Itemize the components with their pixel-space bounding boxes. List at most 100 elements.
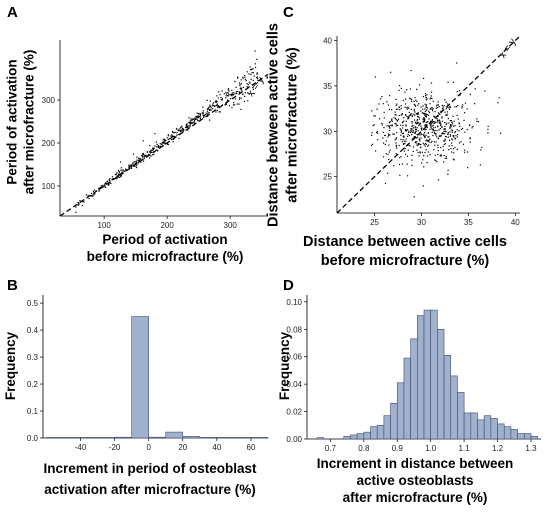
panel-c-point: [413, 196, 415, 198]
panel-c-point: [417, 144, 420, 146]
panel-a-point: [118, 176, 121, 178]
panel-c-point: [424, 108, 426, 110]
panel-c-point: [447, 81, 449, 83]
panel-a-point: [118, 170, 120, 173]
panel-c-point: [393, 117, 395, 119]
panel-c-point: [425, 116, 428, 118]
panel-a-point: [245, 79, 247, 82]
panel-c-point: [443, 140, 445, 142]
panel-a-point: [199, 116, 201, 118]
panel-a-point: [111, 176, 114, 178]
panel-a-point: [127, 168, 130, 170]
panel-a-point: [218, 111, 220, 113]
panel-a-point: [178, 134, 180, 136]
panel-c-point: [416, 123, 418, 125]
panel-a-point: [178, 128, 180, 130]
panel-c-point: [445, 123, 447, 125]
panel-c-point: [432, 124, 434, 126]
panel-c-point: [397, 118, 400, 120]
panel-c-point: [441, 120, 443, 122]
panel-c-point: [374, 76, 377, 78]
panel-c-point: [412, 138, 414, 140]
panel-a-point: [177, 130, 179, 132]
panel-c-point: [423, 134, 425, 137]
panel-c-point: [395, 123, 397, 125]
panel-d-y-tick-label: 0.06: [286, 353, 302, 362]
panel-a-point: [171, 134, 173, 136]
panel-c-point: [424, 151, 426, 154]
panel-c-point: [400, 107, 402, 110]
panel-c-point: [439, 113, 441, 115]
panel-c-point: [417, 134, 419, 136]
panel-a: A 100 200 300 100 200 300 x = y Period of activ…: [5, 4, 269, 264]
panel-a-point: [182, 130, 184, 132]
panel-c-point: [468, 124, 471, 126]
panel-a-point: [143, 157, 145, 160]
panel-c-point: [437, 101, 439, 103]
panel-c-point: [447, 136, 450, 138]
panel-c-point: [424, 110, 427, 112]
panel-a-point: [143, 154, 145, 156]
panel-b-bar: [114, 436, 132, 439]
panel-c-point: [405, 103, 407, 105]
panel-c-point: [409, 97, 411, 99]
panel-c-point: [440, 123, 442, 125]
panel-a-point: [78, 204, 80, 206]
panel-c-point: [411, 115, 413, 117]
panel-c-point: [430, 95, 432, 97]
panel-a-point: [94, 193, 96, 195]
panel-c-point: [435, 134, 437, 136]
panel-c-point: [395, 114, 397, 116]
panel-c-point: [414, 129, 417, 131]
panel-c-point: [421, 162, 423, 164]
panel-c-point: [439, 128, 441, 130]
panel-a-point: [136, 156, 138, 158]
panel-c-point: [432, 120, 434, 123]
panel-a-point: [151, 149, 153, 152]
panel-c-point: [391, 125, 393, 127]
panel-a-point: [217, 105, 219, 107]
panel-c-point: [434, 132, 436, 135]
panel-c-point: [434, 111, 436, 113]
panel-c-point: [429, 154, 431, 156]
panel-c-point: [411, 159, 413, 161]
panel-a-point: [108, 179, 110, 181]
panel-a-xlabel-line: before microfracture (%): [87, 249, 244, 264]
panel-d-bar: [510, 429, 518, 440]
panel-c-point: [398, 106, 400, 108]
panel-a-point: [241, 90, 243, 92]
panel-c-point: [404, 142, 406, 145]
panel-a-point: [179, 129, 181, 131]
panel-a-point: [193, 117, 196, 119]
panel-c-point: [404, 98, 407, 100]
panel-c-point: [444, 142, 446, 145]
panel-c-point: [469, 137, 471, 139]
panel-c-point: [381, 122, 383, 125]
panel-a-point: [160, 145, 162, 147]
panel-c-point: [420, 125, 422, 127]
panel-c-point: [421, 112, 423, 114]
panel-c-point: [429, 98, 431, 100]
panel-c-point: [466, 129, 468, 131]
panel-a-point: [120, 169, 122, 171]
panel-c-point: [442, 108, 444, 110]
panel-c-point: [456, 148, 458, 151]
panel-c-point: [451, 145, 453, 147]
panel-a-point: [90, 195, 92, 197]
panel-c-point: [421, 129, 423, 131]
panel-c-point: [423, 118, 425, 120]
panel-a-point: [140, 161, 142, 163]
panel-b-x-tick-label: -40: [75, 443, 87, 452]
panel-a-point: [104, 183, 106, 185]
panel-c-point: [399, 128, 401, 130]
panel-a-point: [132, 153, 135, 155]
panel-a-point: [209, 104, 211, 106]
panel-a-point: [135, 162, 138, 165]
panel-a-point: [209, 100, 211, 102]
panel-a-point: [134, 163, 136, 165]
panel-a-point: [186, 126, 188, 129]
panel-a-point: [164, 143, 166, 145]
panel-c-point: [403, 135, 405, 137]
panel-a-point: [189, 120, 191, 122]
panel-c-point: [421, 151, 423, 153]
